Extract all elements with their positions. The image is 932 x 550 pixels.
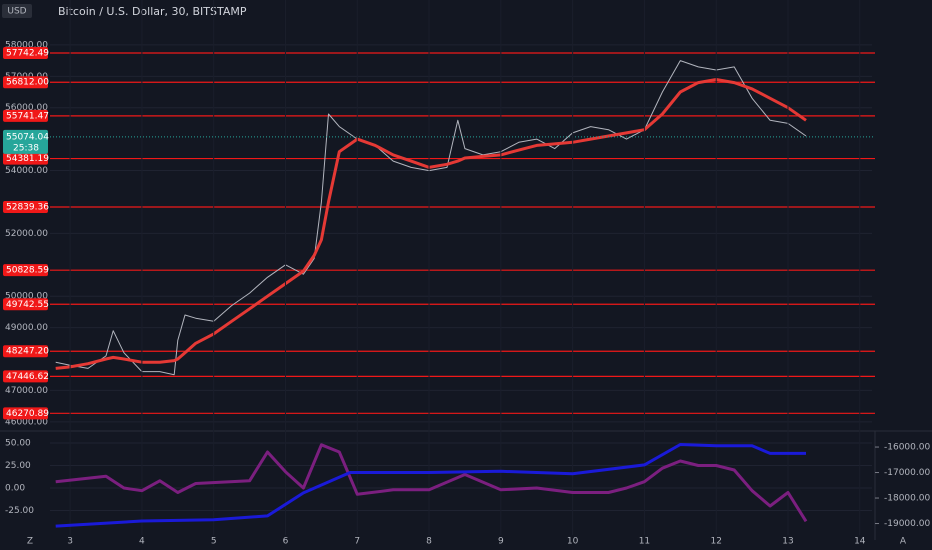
- y2-tick-label: -16000.00: [884, 443, 930, 453]
- level-label-bg: [3, 47, 48, 60]
- y-tick-label: -25.00: [5, 506, 34, 516]
- level-label-bg: [3, 298, 48, 311]
- level-label: 49742.55: [6, 300, 49, 310]
- y-tick-label: 46000.00: [5, 417, 48, 427]
- x-tick-label: 9: [498, 537, 504, 547]
- footer-right[interactable]: A: [900, 537, 907, 547]
- level-label-bg: [3, 109, 48, 122]
- currency-button[interactable]: [2, 4, 32, 18]
- y-tick-label: 47000.00: [5, 386, 48, 396]
- x-tick-label: 5: [211, 537, 217, 547]
- level-label: 47446.62: [6, 372, 49, 382]
- level-label-bg: [3, 264, 48, 277]
- x-tick-label: 4: [139, 537, 145, 547]
- series-line: [55, 443, 806, 528]
- y-tick-label: 0.00: [5, 484, 25, 494]
- series-line: [55, 443, 808, 523]
- x-tick-label: 12: [710, 537, 721, 547]
- level-label: 52839.36: [6, 203, 49, 213]
- y-tick-label: 50.00: [5, 438, 31, 448]
- y-tick-label: 58000.00: [5, 40, 48, 50]
- y-tick-label: 56000.00: [5, 103, 48, 113]
- y-tick-label: 54000.00: [5, 166, 48, 176]
- x-tick-label: 3: [67, 537, 73, 547]
- level-label-bg: [3, 370, 48, 383]
- x-tick-label: 8: [426, 537, 432, 547]
- current-price-bg: [3, 129, 48, 154]
- level-label: 46270.89: [6, 409, 49, 419]
- level-label: 55741.47: [6, 111, 49, 121]
- series-line: [55, 60, 807, 376]
- y2-tick-label: -17000.00: [884, 468, 930, 478]
- x-tick-label: 10: [567, 537, 579, 547]
- level-label: 57742.49: [6, 49, 49, 59]
- level-label: 56812.00: [6, 78, 49, 88]
- current-price-label: 55074.04: [6, 132, 49, 142]
- y-tick-label: 25.00: [5, 461, 31, 471]
- level-label: 54381.19: [6, 154, 49, 164]
- level-label-bg: [3, 345, 48, 358]
- y-tick-label: 49000.00: [5, 323, 48, 333]
- x-tick-label: 13: [782, 537, 793, 547]
- y-tick-label: 50000.00: [5, 292, 48, 302]
- level-label: 48247.20: [6, 347, 49, 357]
- y2-tick-label: -19000.00: [884, 519, 930, 529]
- y-tick-label: 52000.00: [5, 229, 48, 239]
- level-label-bg: [3, 201, 48, 214]
- level-label-bg: [3, 407, 48, 420]
- x-tick-label: 7: [354, 537, 360, 547]
- currency[interactable]: USD: [7, 7, 26, 17]
- countdown: 25:38: [13, 143, 39, 153]
- series-line: [55, 78, 807, 370]
- x-tick-label: 6: [283, 537, 289, 547]
- level-label: 50828.59: [6, 266, 49, 276]
- level-label-bg: [3, 152, 48, 165]
- x-tick-label: 14: [854, 537, 866, 547]
- y2-tick-label: -18000.00: [884, 494, 930, 504]
- chart-title: Bitcoin / U.S. Dollar, 30, BITSTAMP: [58, 5, 247, 18]
- footer-left[interactable]: Z: [27, 537, 33, 547]
- level-label-bg: [3, 76, 48, 89]
- x-tick-label: 11: [639, 537, 650, 547]
